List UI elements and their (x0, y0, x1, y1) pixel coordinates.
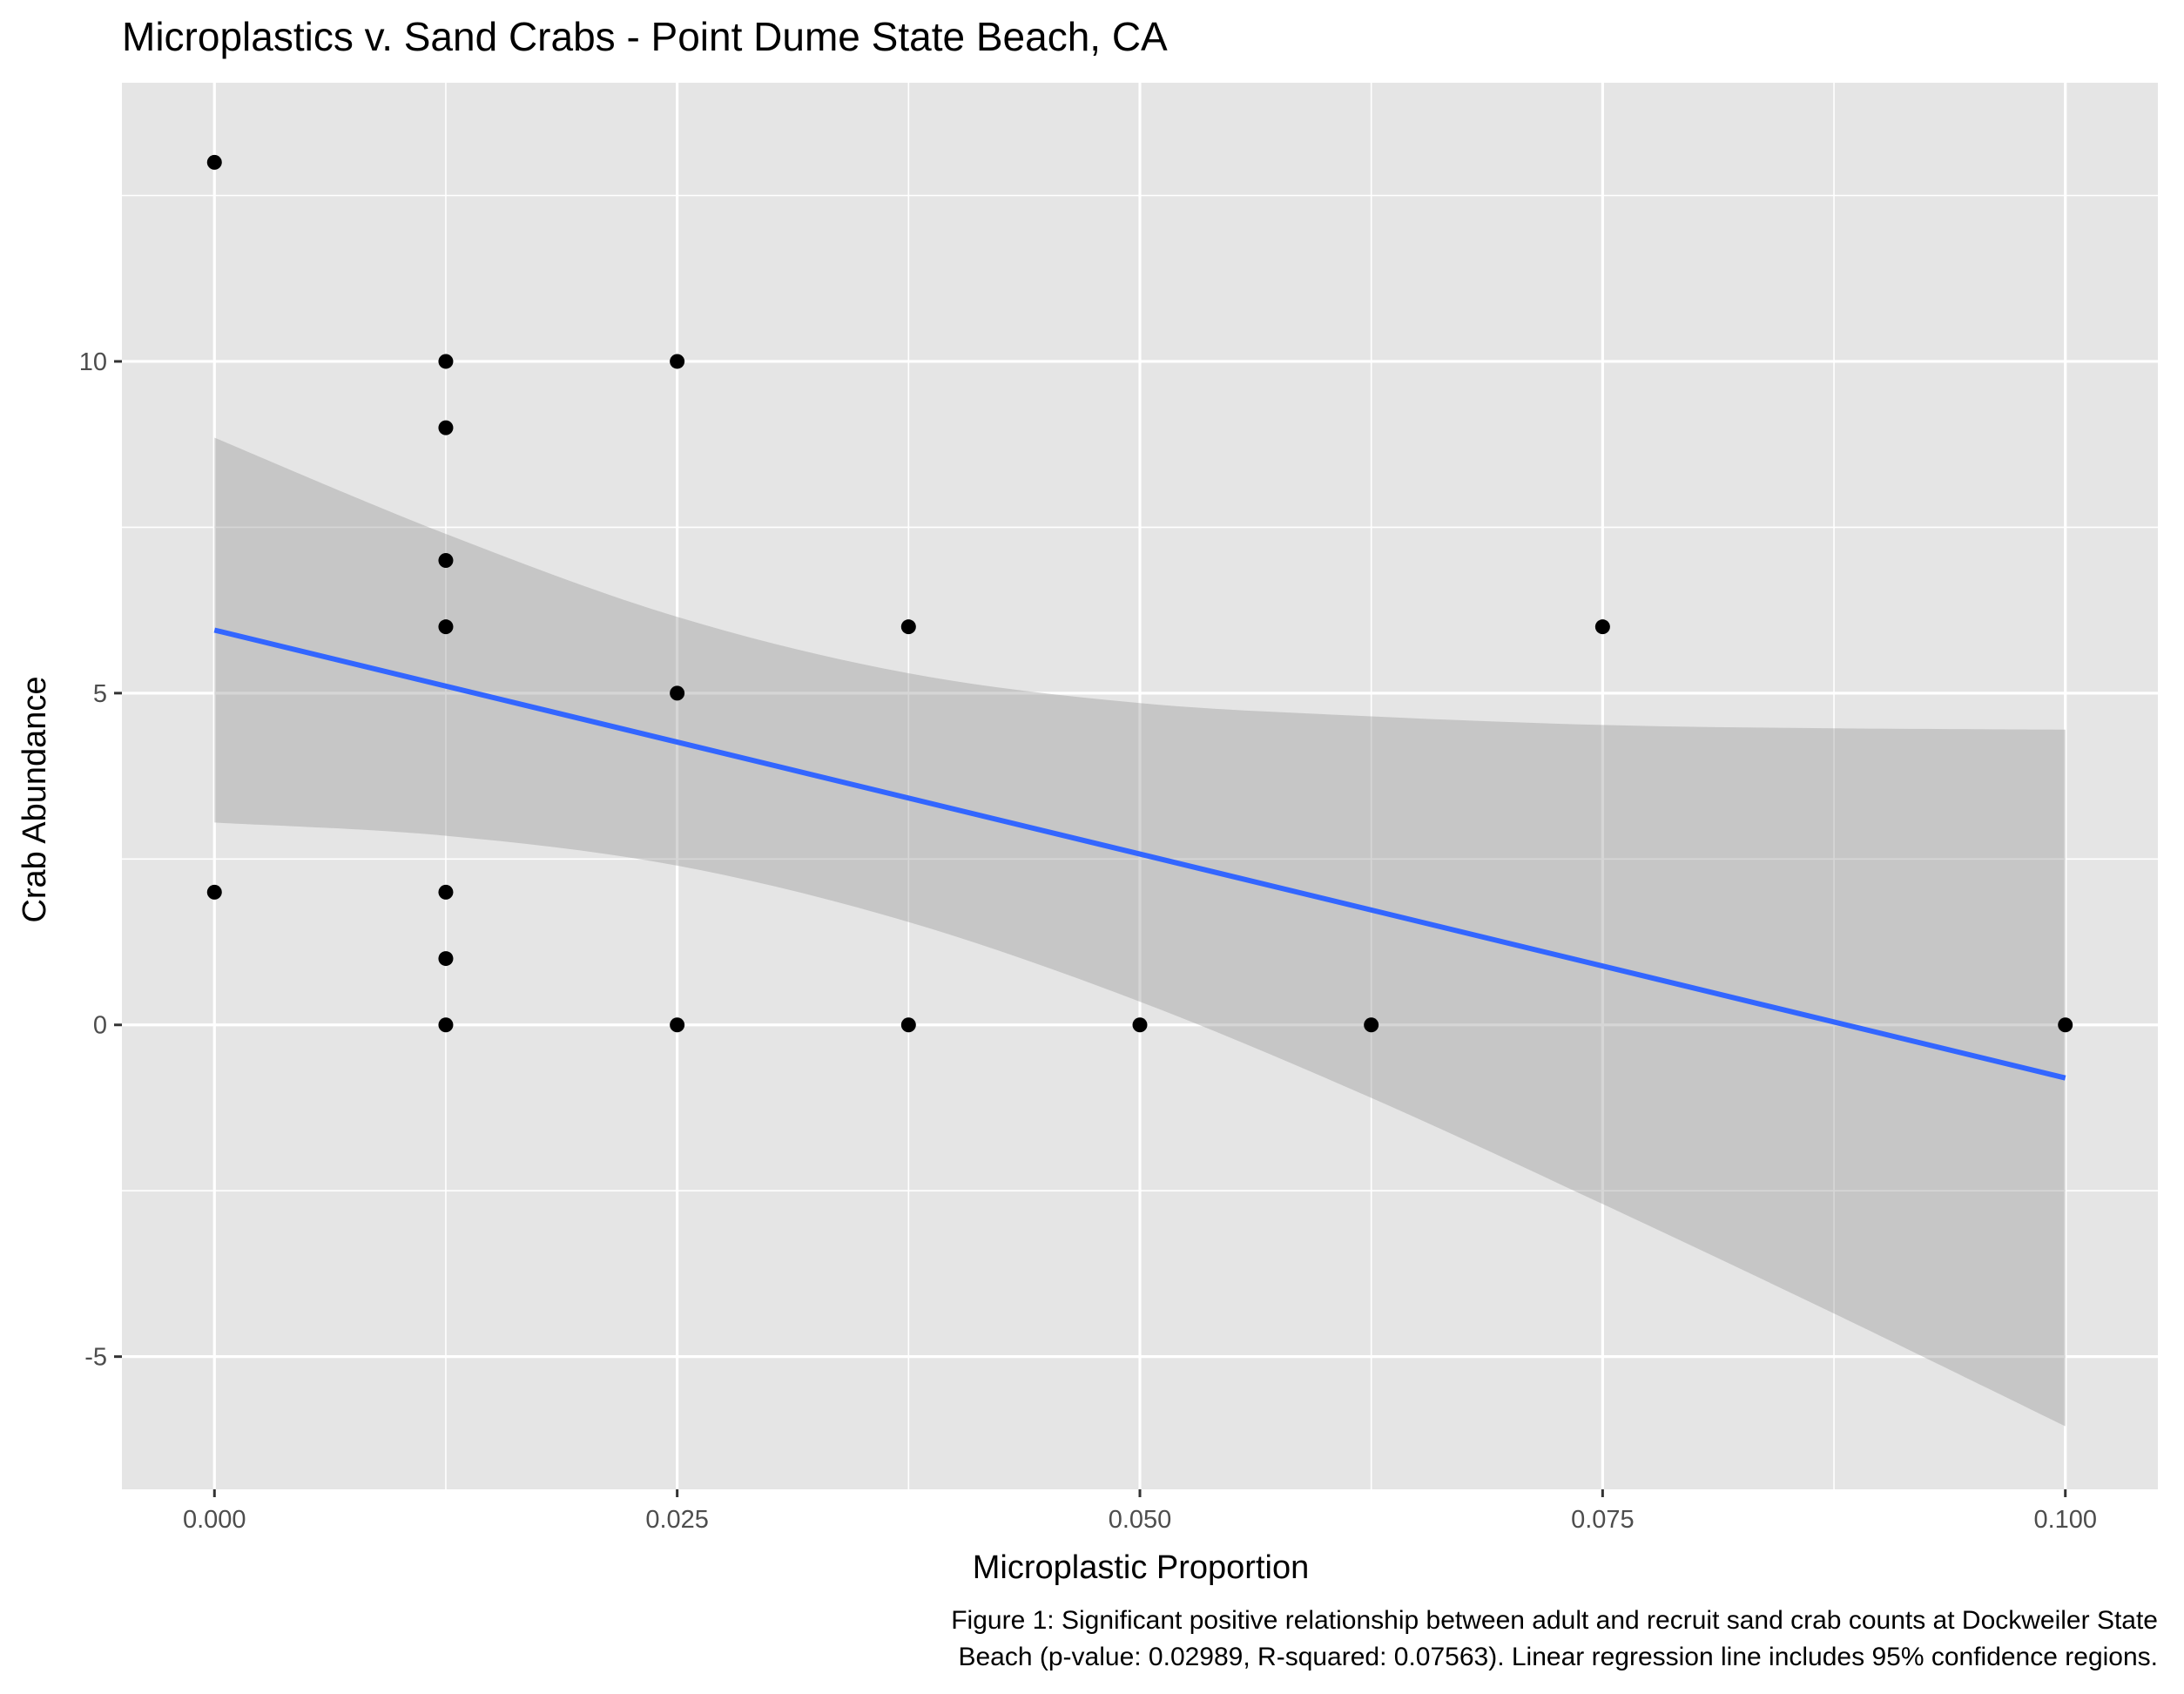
x-tick-label: 0.050 (1109, 1506, 1172, 1534)
data-point (438, 884, 454, 900)
data-point (1132, 1017, 1148, 1033)
data-point (438, 552, 454, 568)
y-tick-label: -5 (84, 1344, 107, 1372)
confidence-band (214, 437, 2066, 1427)
regression-line (213, 627, 2066, 1081)
data-point (206, 154, 222, 170)
y-tick-label: 5 (93, 680, 107, 708)
data-points (206, 154, 2073, 1033)
x-axis-ticks: 0.000 0.025 0.050 0.075 0.100 (183, 1489, 2097, 1534)
y-tick-label: 0 (93, 1012, 107, 1040)
data-point (670, 354, 685, 369)
y-tick-label: 10 (79, 348, 107, 376)
data-point (206, 884, 222, 900)
data-point (900, 1017, 916, 1033)
y-axis-title: Crab Abundance (17, 676, 53, 922)
data-point (2058, 1017, 2073, 1033)
y-axis-ticks: -5 0 5 10 (79, 348, 122, 1372)
caption-line-2: Beach (p-value: 0.02989, R-squared: 0.07… (958, 1643, 2158, 1671)
data-point (438, 951, 454, 967)
data-point (438, 1017, 454, 1033)
data-point (438, 354, 454, 369)
x-tick-label: 0.075 (1571, 1506, 1635, 1534)
x-tick-label: 0.100 (2033, 1506, 2097, 1534)
data-point (438, 619, 454, 635)
data-point (900, 619, 916, 635)
caption-line-1: Figure 1: Significant positive relations… (951, 1606, 2158, 1635)
data-point (1364, 1017, 1379, 1033)
x-tick-label: 0.025 (645, 1506, 709, 1534)
x-axis-title: Microplastic Proportion (973, 1549, 1309, 1586)
data-point (1594, 619, 1610, 635)
chart-title: Microplastics v. Sand Crabs - Point Dume… (122, 14, 1168, 59)
data-point (438, 420, 454, 435)
data-point (670, 1017, 685, 1033)
data-point (670, 685, 685, 701)
x-tick-label: 0.000 (183, 1506, 246, 1534)
